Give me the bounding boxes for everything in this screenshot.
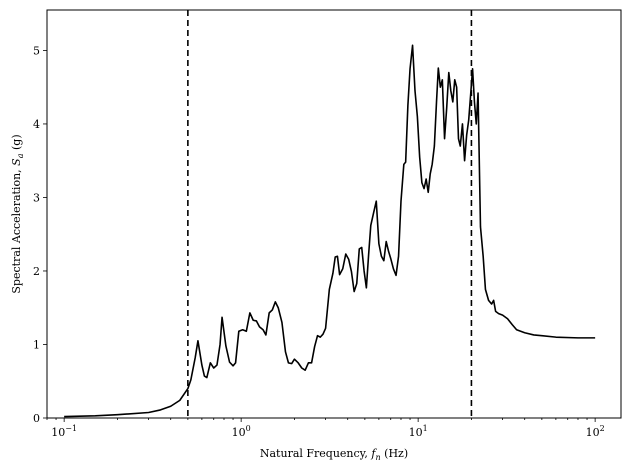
y-tick-label: 0 (33, 412, 40, 425)
y-tick-label: 1 (33, 338, 40, 351)
x-tick-label: 102 (586, 424, 605, 439)
x-tick-label: 10−1 (51, 424, 77, 439)
y-tick-label: 5 (33, 44, 40, 57)
x-axis-title-subscript: n (376, 453, 381, 462)
x-tick-label: 101 (409, 424, 428, 439)
x-tick-label: 100 (232, 424, 251, 439)
plot-frame (46, 9, 622, 419)
y-tick-label: 2 (33, 265, 40, 278)
y-axis-title-text: Spectral Acceleration, (10, 166, 23, 294)
y-tick-label: 4 (33, 118, 40, 131)
y-axis-title-unit: (g) (10, 134, 23, 153)
y-axis-title-subscript: a (16, 153, 25, 158)
y-axis-ticks: 0 1 2 3 4 5 (33, 44, 47, 425)
y-axis-title-variable: S (10, 158, 23, 166)
reference-lines (187, 10, 473, 418)
x-axis-title: Natural Frequency, fn (Hz) (260, 447, 408, 462)
x-axis-title-text: Natural Frequency, (260, 447, 372, 460)
x-axis-title-unit: (Hz) (381, 447, 408, 460)
series-line-0 (64, 44, 596, 418)
y-tick-label: 3 (33, 191, 40, 204)
x-axis-title-variable: f (370, 447, 377, 460)
y-axis-title: Spectral Acceleration, Sa (g) (10, 134, 25, 293)
plot-area (46, 9, 622, 419)
series-layer (64, 44, 596, 418)
x-axis-ticks: 10−1 100 101 102 (46, 418, 605, 439)
